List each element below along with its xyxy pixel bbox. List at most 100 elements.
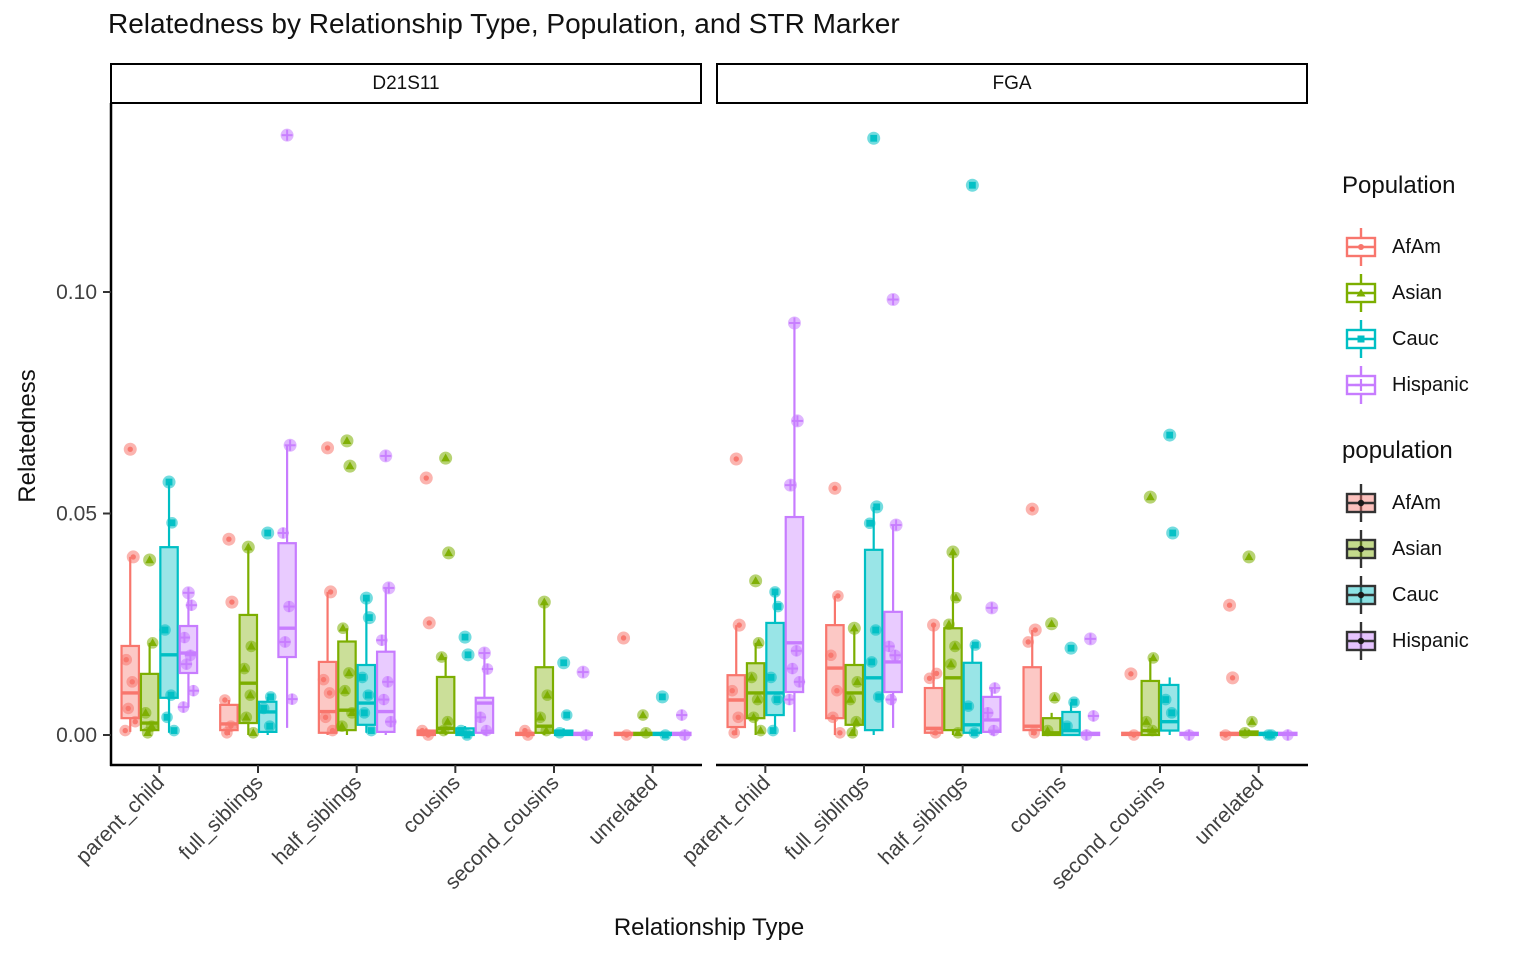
legend-color-list: AfAm Asian Cauc Hispanic <box>1342 224 1532 408</box>
circle-marker-icon <box>525 732 531 738</box>
legend-key-boxplot-icon <box>1345 320 1377 358</box>
triangle-marker-icon <box>439 725 449 734</box>
square-marker-icon <box>1067 644 1075 652</box>
circle-marker-icon <box>835 593 841 599</box>
triangle-marker-icon <box>951 593 961 601</box>
legend-item-AfAm: AfAm <box>1342 224 1532 270</box>
legend-label: Hispanic <box>1392 629 1469 652</box>
box-FGA-full_siblings-AfAm <box>825 481 846 739</box>
box-D21S11-second_cousins-Asian <box>534 595 555 737</box>
box-D21S11-cousins-Cauc <box>455 630 475 741</box>
triangle-marker-icon <box>443 717 453 725</box>
legend-item-Cauc: Cauc <box>1342 572 1532 618</box>
box-FGA-half_siblings-Cauc <box>962 178 983 739</box>
square-marker-icon <box>560 659 568 667</box>
circle-marker-icon <box>932 730 939 736</box>
legend-label: AfAm <box>1392 235 1441 258</box>
triangle-marker-icon <box>345 461 355 470</box>
triangle-marker-icon <box>849 623 859 632</box>
square-marker-icon <box>1070 698 1078 706</box>
triangle-marker-icon <box>338 623 348 632</box>
triangle-marker-icon <box>641 728 651 736</box>
x-tick-label: unrelated <box>584 771 662 849</box>
box-FGA-second_cousins-AfAm <box>1121 667 1141 741</box>
triangle-marker-icon <box>145 555 155 564</box>
triangle-marker-icon <box>541 725 551 734</box>
triangle-marker-icon <box>946 659 956 668</box>
legend-item-Hispanic: Hispanic <box>1342 618 1532 664</box>
circle-marker-icon <box>425 732 431 738</box>
x-tick-label: parent_child <box>72 771 169 868</box>
legend-item-Hispanic: Hispanic <box>1342 362 1532 408</box>
square-marker-icon <box>365 614 373 622</box>
box-FGA-second_cousins-Asian <box>1140 490 1161 737</box>
square-marker-icon <box>658 693 666 701</box>
facet-panel-FGA: parent_child full_siblings half_siblings co… <box>678 131 1308 894</box>
circle-marker-icon <box>329 727 336 734</box>
triangle-marker-icon <box>148 638 158 647</box>
box-D21S11-unrelated-Hispanic <box>671 709 692 741</box>
circle-marker-icon <box>1032 627 1038 633</box>
triangle-marker-icon <box>1247 717 1257 725</box>
y-tick-label: 0.05 <box>56 503 97 526</box>
legend-label: Asian <box>1392 281 1443 304</box>
triangle-marker-icon <box>1148 653 1158 662</box>
triangle-marker-icon <box>948 547 958 556</box>
box-D21S11-unrelated-AfAm <box>613 631 634 741</box>
box-FGA-full_siblings-Hispanic <box>883 293 903 728</box>
square-marker-icon <box>971 641 979 649</box>
box-D21S11-half_siblings-AfAm <box>317 441 339 737</box>
box-D21S11-parent_child-Cauc <box>159 475 180 737</box>
triangle-marker-icon <box>1240 728 1250 736</box>
iqr-box <box>159 546 179 699</box>
box-D21S11-half_siblings-Cauc <box>356 591 378 737</box>
iqr-box <box>923 686 944 734</box>
triangle-marker-icon <box>845 694 855 703</box>
square-marker-icon <box>556 729 564 737</box>
square-marker-icon <box>260 705 268 712</box>
triangle-marker-icon <box>248 728 258 736</box>
box-FGA-half_siblings-Hispanic <box>981 601 1002 737</box>
square-marker-icon <box>461 633 469 641</box>
iqr-box <box>825 624 845 720</box>
circle-marker-icon <box>224 730 230 736</box>
circle-marker-icon <box>834 688 840 694</box>
box-FGA-full_siblings-Cauc <box>863 131 885 735</box>
circle-marker-icon <box>733 456 739 462</box>
legend-panel: Population AfAm Asian Cauc Hispanic populat… <box>1342 172 1532 664</box>
legend-item-Cauc: Cauc <box>1342 316 1532 362</box>
square-marker-icon <box>872 626 880 634</box>
circle-marker-icon <box>130 554 136 560</box>
circle-marker-icon <box>1222 732 1229 738</box>
square-marker-icon <box>773 696 781 703</box>
y-tick-label: 0.00 <box>56 724 97 747</box>
legend-key-fill-boxplot-icon <box>1345 622 1377 660</box>
box-D21S11-full_siblings-Cauc <box>257 526 278 735</box>
circle-marker-icon <box>327 589 334 595</box>
triangle-marker-icon <box>143 728 153 736</box>
box-FGA-unrelated-AfAm <box>1219 598 1240 741</box>
legend-key-fill-boxplot-icon <box>1345 530 1377 568</box>
triangle-marker-icon <box>337 721 347 730</box>
box-FGA-second_cousins-Hispanic <box>1179 729 1199 741</box>
box-FGA-parent_child-Hispanic <box>783 316 806 732</box>
circle-marker-icon <box>1029 506 1035 512</box>
circle-marker-icon <box>228 723 234 729</box>
legend-key-boxplot-icon <box>1345 274 1377 312</box>
box-FGA-cousins-AfAm <box>1022 502 1043 739</box>
circle-marker-icon <box>1226 602 1233 608</box>
circle-marker-icon <box>326 690 333 696</box>
square-marker-icon <box>165 478 173 486</box>
circle-marker-icon <box>123 656 129 663</box>
circle-marker-icon <box>322 714 329 720</box>
square-marker-icon <box>1169 529 1177 537</box>
circle-marker-icon <box>735 714 741 720</box>
square-marker-icon <box>774 603 782 610</box>
legend-label: Hispanic <box>1392 373 1469 396</box>
triangle-marker-icon <box>1145 492 1155 501</box>
y-axis-title: Relatedness <box>14 369 41 503</box>
x-tick-label: cousins <box>1004 771 1071 838</box>
square-marker-icon <box>661 731 669 739</box>
square-marker-icon <box>364 691 372 699</box>
square-marker-icon <box>464 651 472 659</box>
